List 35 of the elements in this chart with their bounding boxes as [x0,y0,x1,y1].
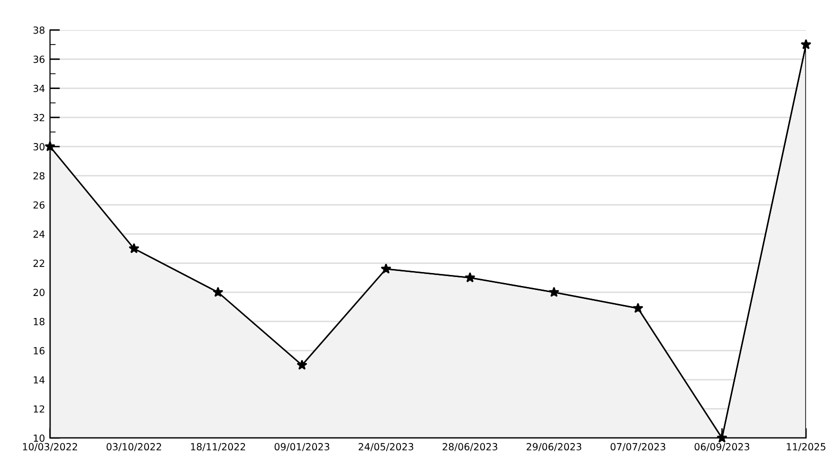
x-tick-label: 18/11/2022 [191,443,246,452]
point [212,286,224,297]
y-tick-label: 10 [34,434,44,442]
point [800,39,812,50]
y-tick-label: 14 [34,376,45,384]
x-tick-label: 24/05/2023 [358,443,414,452]
y-tick-label: 12 [34,405,44,413]
point [548,286,560,297]
y-tick-label: 26 [33,201,45,209]
point [44,141,56,152]
y-tick-label: 18 [34,318,44,326]
y-tick-label: 16 [34,347,45,354]
y-tick-label: 22 [33,260,44,267]
y-tick-label: 20 [33,288,44,296]
y-tick-label: 32 [34,114,44,122]
y-tick-label: 28 [33,172,44,180]
point [632,302,644,313]
point [716,432,728,443]
x-tick-label: 07/07/2023 [610,443,666,452]
point [464,272,476,282]
y-tick-label: 36 [34,56,45,63]
y-tick-label: 24 [33,230,45,238]
x-tick-label: 28/06/2023 [442,443,498,452]
point [128,243,140,254]
x-tick-label: 10/03/2022 [23,443,78,452]
y-tick-label: 34 [34,84,45,92]
x-tick-label: 09/01/2023 [274,443,330,452]
point [296,360,308,370]
x-tick-label: 06/09/2023 [694,443,750,452]
x-tick-label: 03/10/2022 [106,443,162,452]
x-tick-label: 11/2025 [786,443,826,452]
y-tick-label: 30 [34,143,44,150]
y-tick-label: 38 [34,26,44,34]
x-tick-label: 29/06/2023 [526,443,582,452]
point [380,263,392,274]
